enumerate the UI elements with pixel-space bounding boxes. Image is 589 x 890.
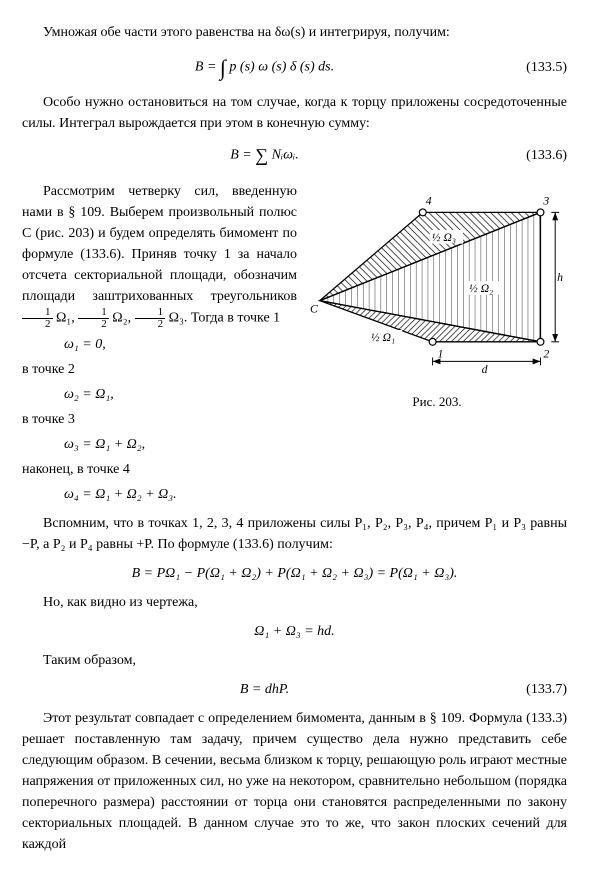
equation-row: B = dhP. (133.7) xyxy=(22,679,567,700)
paragraph: Умножая обе части этого равенства на δω(… xyxy=(22,22,567,43)
text: Рассмотрим четверку сил, введенную нами … xyxy=(22,184,297,304)
svg-text:4: 4 xyxy=(425,195,431,208)
text: в точке 3 xyxy=(22,409,567,430)
svg-text:d: d xyxy=(481,363,487,376)
svg-text:3: 3 xyxy=(542,195,549,208)
equation: B = dhP. xyxy=(22,679,507,700)
svg-text:C: C xyxy=(310,302,318,315)
text: . Тогда в точке 1 xyxy=(184,311,280,326)
text: Ω₂ xyxy=(112,311,127,326)
paragraph: Особо нужно остановиться на том случае, … xyxy=(22,92,567,134)
paragraph: Вспомним, что в точках 1, 2, 3, 4 прилож… xyxy=(22,513,567,555)
sum-symbol: ∑ xyxy=(255,145,268,165)
omega1-label: ½ Ω₁ xyxy=(370,331,394,344)
equation-number: (133.6) xyxy=(507,145,567,166)
equation: ω₄ = Ω₁ + Ω₂ + Ω₃. xyxy=(64,484,567,505)
eq-text: B = xyxy=(230,148,255,163)
equation: B = PΩ₁ − P(Ω₁ + Ω₂) + P(Ω₁ + Ω₂ + Ω₃) =… xyxy=(22,563,567,584)
omega3-label: ½ Ω₃ xyxy=(431,231,455,244)
equation-row: B = ∫ p (s) ω (s) δ (s) ds. (133.5) xyxy=(22,51,567,84)
equation-row: Ω₁ + Ω₃ = hd. xyxy=(22,621,567,642)
figure-203: C 4 3 1 2 d h ½ Ω₁ ½ Ω₂ ½ Ω₃ xyxy=(307,181,567,412)
equation: B = ∑ Nᵢωᵢ. xyxy=(22,142,507,169)
fraction: 12 xyxy=(22,307,53,330)
text: наконец, в точке 4 xyxy=(22,459,567,480)
figure-caption: Рис. 203. xyxy=(307,392,567,412)
equation-number: (133.5) xyxy=(507,57,567,78)
text: Ω₁ xyxy=(56,311,71,326)
equation-number: (133.7) xyxy=(507,679,567,700)
text: Ω₃ xyxy=(169,311,184,326)
paragraph: Но, как видно из чертежа, xyxy=(22,592,567,613)
eq-text: p (s) ω (s) δ (s) ds. xyxy=(226,60,334,75)
equation-row: B = ∑ Nᵢωᵢ. (133.6) xyxy=(22,142,567,169)
equation: Ω₁ + Ω₃ = hd. xyxy=(22,621,567,642)
fraction: 12 xyxy=(135,307,166,330)
svg-text:2: 2 xyxy=(543,348,549,361)
paragraph: Таким образом, xyxy=(22,650,567,671)
equation-row: B = PΩ₁ − P(Ω₁ + Ω₂) + P(Ω₁ + Ω₂ + Ω₃) =… xyxy=(22,563,567,584)
eq-text: B = xyxy=(195,60,220,75)
fraction: 12 xyxy=(78,307,109,330)
omega2-label: ½ Ω₂ xyxy=(468,282,492,295)
eq-text: Nᵢωᵢ. xyxy=(268,148,299,163)
equation: B = ∫ p (s) ω (s) δ (s) ds. xyxy=(22,51,507,84)
paragraph: Этот результат совпадает с определением … xyxy=(22,708,567,855)
equation: ω₃ = Ω₁ + Ω₂, xyxy=(64,434,567,455)
figure-svg: C 4 3 1 2 d h ½ Ω₁ ½ Ω₂ ½ Ω₃ xyxy=(310,181,565,381)
svg-text:h: h xyxy=(557,271,563,284)
